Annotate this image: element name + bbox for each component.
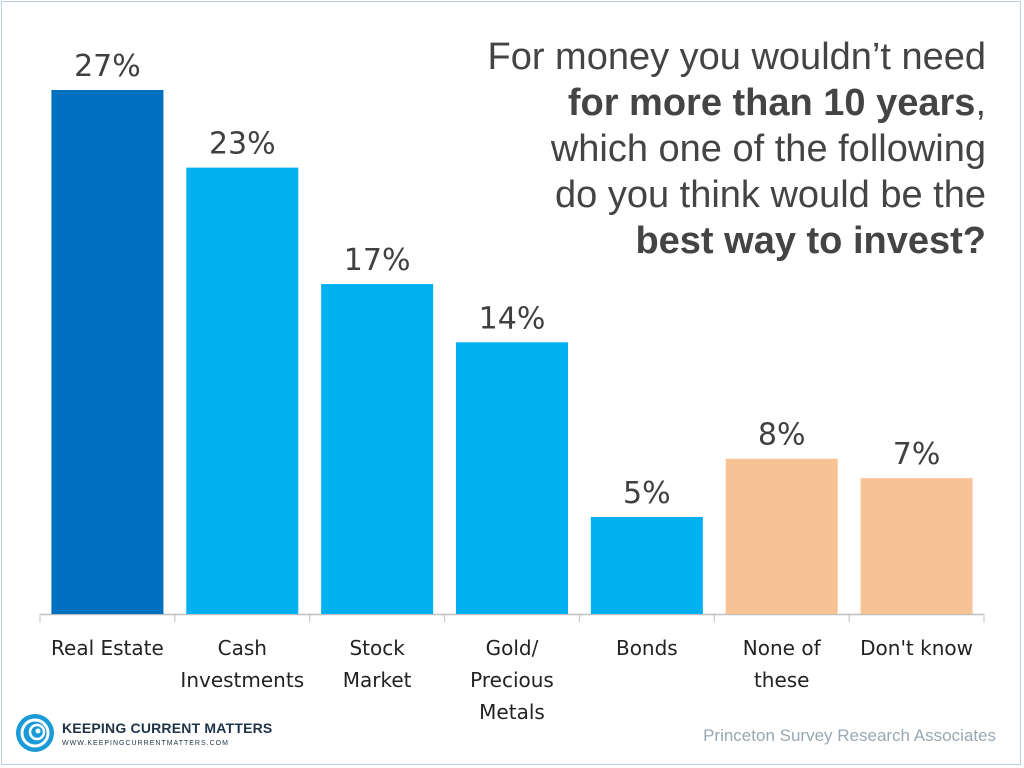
bar-5 [725, 458, 838, 614]
title-line-2-tail: , [975, 82, 986, 124]
value-label-2: 17% [344, 243, 411, 278]
title-line-3: which one of the following [550, 128, 986, 170]
category-label-5: None of these [743, 636, 822, 692]
value-label-6: 7% [893, 437, 941, 472]
category-label-0: Real Estate [51, 636, 164, 660]
value-label-0: 27% [74, 49, 141, 84]
brand-name: KEEPING CURRENT MATTERS [62, 720, 273, 736]
bar-0 [51, 90, 164, 614]
value-label-4: 5% [623, 476, 671, 511]
value-label-5: 8% [758, 418, 806, 453]
source-credit: Princeton Survey Research Associates [703, 726, 996, 745]
brand-url: WWW.KEEPINGCURRENTMATTERS.COM [62, 740, 229, 747]
category-label-3: Gold/Precious Metals [470, 636, 554, 724]
swirl-logo-icon [16, 714, 54, 752]
category-label-2: Stock Market [343, 636, 412, 692]
title-line-2: for more than 10 years, [386, 80, 986, 126]
bar-4 [590, 516, 703, 614]
title-line-2-bold: for more than 10 years [567, 82, 976, 124]
bar-3 [456, 342, 568, 614]
value-label-3: 14% [479, 301, 546, 336]
title-line-4: do you think would be the [555, 174, 986, 216]
value-label-1: 23% [209, 127, 276, 162]
title-line-1: For money you wouldn’t need [487, 36, 986, 78]
category-label-6: Don't know [860, 636, 973, 660]
bar-6 [860, 478, 973, 614]
bar-2 [321, 284, 434, 614]
chart-title: For money you wouldn’t need for more tha… [386, 34, 986, 264]
category-label-4: Bonds [616, 636, 678, 660]
brand-logo: KEEPING CURRENT MATTERS WWW.KEEPINGCURRE… [14, 712, 274, 756]
category-label-1: Cash Investments [180, 636, 304, 692]
title-line-5: best way to invest? [635, 220, 986, 262]
bar-1 [186, 167, 299, 614]
